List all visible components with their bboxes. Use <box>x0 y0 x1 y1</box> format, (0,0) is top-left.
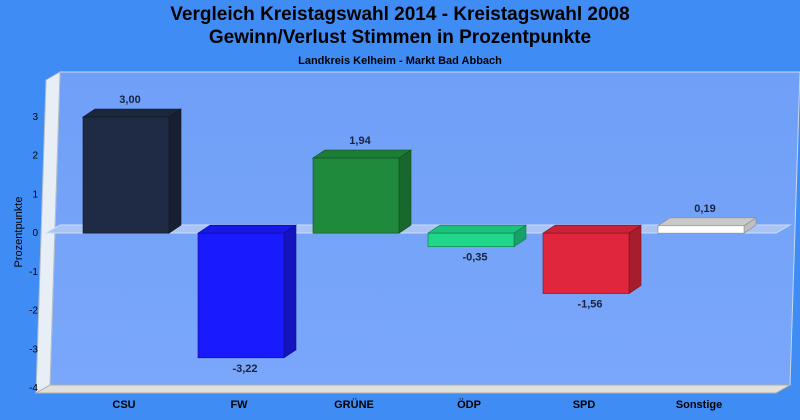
bar-top <box>197 224 297 234</box>
bar-spd <box>542 224 642 295</box>
bar-top <box>82 108 182 118</box>
category-labels: CSU FW GRÜNE ÖDP SPD Sonstige <box>112 398 722 411</box>
value-labels: 3,00 -3,22 1,94 -0,35 -1,56 0,19 <box>119 94 715 375</box>
chart-subsubtitle: Landkreis Kelheim - Markt Bad Abbach <box>298 55 502 67</box>
bar-side <box>398 149 412 234</box>
y-tick-label: -2 <box>29 306 38 317</box>
bar-top <box>312 149 412 159</box>
bar-side <box>283 224 297 359</box>
value-label: 0,19 <box>694 203 715 215</box>
bar-front <box>657 225 745 234</box>
y-tick-label: 1 <box>32 189 38 200</box>
bar-top <box>657 217 757 227</box>
y-tick-label: 0 <box>32 228 38 239</box>
bar-front <box>197 232 285 359</box>
value-label: -0,35 <box>462 252 487 264</box>
bar-top <box>542 224 642 234</box>
category-label: SPD <box>573 399 596 411</box>
bar-top <box>427 224 527 234</box>
y-tick-label: 2 <box>32 151 38 162</box>
bar-front <box>542 232 630 294</box>
y-tick-label: 3 <box>32 112 38 123</box>
value-label: -1,56 <box>577 299 602 311</box>
bar-front <box>427 232 515 247</box>
category-label: Sonstige <box>676 399 722 411</box>
bar-front <box>82 116 170 234</box>
value-label: -3,22 <box>232 363 257 375</box>
y-tick-label: -3 <box>29 344 38 355</box>
bars <box>82 108 757 359</box>
bar-sonstige <box>657 217 757 234</box>
category-label: ÖDP <box>457 398 481 411</box>
y-tick-labels: 3 2 1 0 -1 -2 -3 -4 <box>29 112 38 394</box>
bar-grüne <box>312 149 412 234</box>
bar-csu <box>82 108 182 234</box>
chart-subtitle: Gewinn/Verlust Stimmen in Prozentpunkte <box>208 27 592 48</box>
plot-floor <box>34 384 792 394</box>
bar-ödp <box>427 224 527 248</box>
value-label: 1,94 <box>349 135 371 147</box>
value-label: 3,00 <box>119 94 140 106</box>
category-label: FW <box>230 399 248 411</box>
bar-side <box>628 224 642 295</box>
y-axis-label: Prozentpunkte <box>13 197 25 268</box>
y-tick-label: -1 <box>29 267 38 278</box>
chart-title: Vergleich Kreistagswahl 2014 - Kreistags… <box>170 4 630 25</box>
y-tick-label: -4 <box>29 383 38 394</box>
category-label: CSU <box>112 399 135 411</box>
bar-fw <box>197 224 297 359</box>
bar-front <box>312 157 400 234</box>
bar-side <box>168 108 182 234</box>
category-label: GRÜNE <box>334 398 374 411</box>
